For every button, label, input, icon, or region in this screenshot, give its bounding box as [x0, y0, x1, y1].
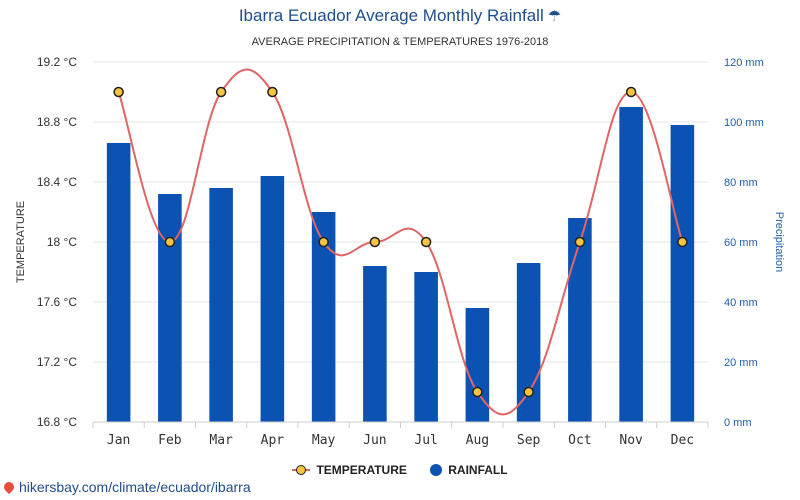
- temperature-point[interactable]: [574, 236, 586, 248]
- temperature-legend-icon: [292, 464, 311, 476]
- x-tick-label: Mar: [209, 433, 233, 448]
- rainfall-legend-icon: [430, 464, 443, 476]
- temperature-point[interactable]: [318, 236, 329, 248]
- y-left-tick-label: 19.2 °C: [37, 55, 77, 69]
- chart-title-text: Ibarra Ecuador Average Monthly Rainfall: [238, 6, 544, 25]
- x-tick-label: Oct: [568, 433, 591, 448]
- chart-subtitle: AVERAGE PRECIPITATION & TEMPERATURES 197…: [251, 36, 549, 48]
- y-left-axis-title: TEMPERATURE: [15, 201, 27, 283]
- temperature-point[interactable]: [215, 86, 227, 98]
- source-link-text: hikersbay.com/climate/ecuador/ibarra: [19, 479, 251, 495]
- temperature-line: [117, 68, 684, 416]
- y-right-axis-title: Precipitation: [773, 212, 785, 273]
- y-right-tick-label: 40 mm: [724, 297, 758, 309]
- x-tick-label: May: [312, 433, 336, 448]
- x-tick-label: Dec: [671, 433, 694, 448]
- y-left-tick-label: 18.8 °C: [37, 115, 77, 129]
- y-right-tick-label: 0 mm: [724, 417, 752, 429]
- rainfall-bar[interactable]: [209, 188, 233, 422]
- temperature-point[interactable]: [523, 386, 534, 398]
- grid-lines: [93, 61, 708, 423]
- rainfall-bar[interactable]: [158, 194, 182, 422]
- source-link[interactable]: hikersbay.com/climate/ecuador/ibarra: [1, 479, 251, 495]
- axes: 16.8 °C 0 mm 17.2 °C 20 mm 17.6 °C 40 mm 18 °C…: [15, 55, 785, 448]
- rainfall-bar[interactable]: [619, 107, 643, 422]
- temperature-line-group: [113, 68, 688, 416]
- legend-item-temperature[interactable]: TEMPERATURE: [292, 463, 407, 477]
- rainfall-bar[interactable]: [106, 143, 131, 422]
- temperature-point[interactable]: [113, 86, 124, 98]
- legend: TEMPERATURE RAINFALL: [0, 463, 800, 479]
- rainfall-bar[interactable]: [311, 212, 336, 422]
- temperature-point[interactable]: [677, 236, 688, 248]
- y-left-tick-label: 18 °C: [47, 235, 77, 249]
- rainfall-bar[interactable]: [260, 176, 285, 422]
- y-right-tick-label: 100 mm: [724, 117, 764, 129]
- x-tick-label: Aug: [466, 433, 489, 448]
- y-right-tick-label: 60 mm: [724, 237, 758, 249]
- temperature-point[interactable]: [369, 236, 381, 248]
- rainfall-bars: [106, 107, 695, 422]
- y-right-tick-label: 120 mm: [724, 57, 764, 69]
- rainfall-bar[interactable]: [465, 308, 490, 422]
- y-right-tick-label: 80 mm: [724, 177, 758, 189]
- x-tick-label: Jan: [107, 433, 130, 448]
- x-tick-label: Sep: [517, 433, 541, 448]
- temperature-point[interactable]: [625, 86, 637, 98]
- y-left-tick-label: 17.6 °C: [37, 295, 77, 309]
- chart-title: Ibarra Ecuador Average Monthly Rainfall ☂: [0, 6, 800, 26]
- legend-temperature-label: TEMPERATURE: [316, 463, 407, 477]
- x-tick-label: Nov: [619, 433, 643, 448]
- legend-rainfall-label: RAINFALL: [448, 463, 508, 477]
- y-left-tick-label: 16.8 °C: [37, 415, 77, 429]
- temperature-point[interactable]: [420, 236, 432, 248]
- temperature-point[interactable]: [472, 386, 483, 398]
- rainfall-bar[interactable]: [568, 218, 592, 422]
- legend-item-rainfall[interactable]: RAINFALL: [430, 463, 508, 477]
- y-left-tick-label: 18.4 °C: [37, 175, 77, 189]
- rainfall-bar[interactable]: [363, 266, 387, 422]
- umbrella-icon: ☂: [547, 8, 562, 25]
- rainfall-bar[interactable]: [670, 125, 695, 422]
- y-left-tick-label: 17.2 °C: [37, 355, 77, 369]
- temperature-point[interactable]: [164, 236, 176, 248]
- map-pin-icon: [1, 479, 17, 495]
- x-tick-label: Feb: [158, 433, 182, 448]
- x-tick-label: Jun: [363, 433, 386, 448]
- rainfall-bar[interactable]: [414, 272, 438, 422]
- x-tick-label: Apr: [261, 433, 285, 448]
- rainfall-chart: 16.8 °C 0 mm 17.2 °C 20 mm 17.6 °C 40 mm 18 °C…: [15, 55, 785, 448]
- rainfall-bar[interactable]: [516, 263, 541, 422]
- x-tick-label: Jul: [414, 433, 437, 448]
- temperature-point[interactable]: [267, 86, 278, 98]
- y-right-tick-label: 20 mm: [724, 357, 758, 369]
